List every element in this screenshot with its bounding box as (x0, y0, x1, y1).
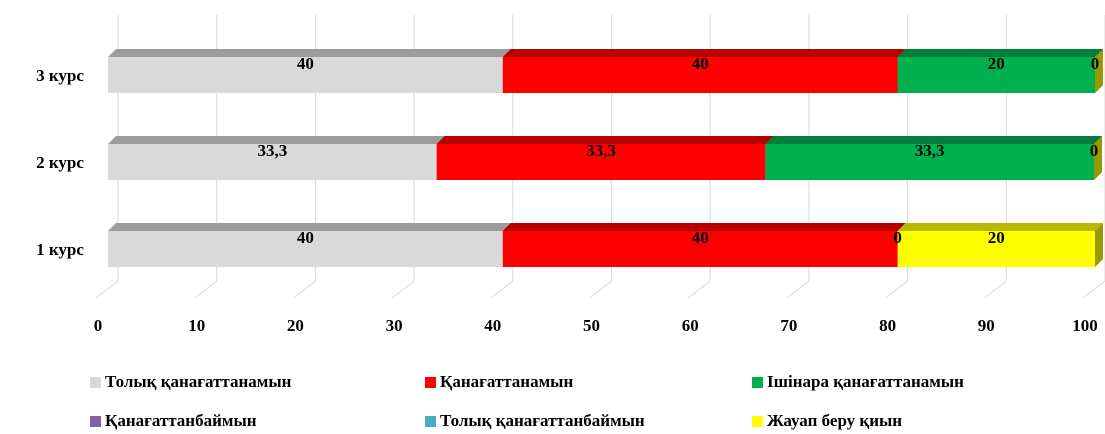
legend-swatch (752, 416, 763, 427)
floor-line (687, 280, 711, 299)
bar (897, 57, 1095, 93)
bar-top (502, 223, 906, 231)
bar-top (502, 49, 906, 57)
bar (108, 231, 503, 267)
floor-line (1082, 280, 1105, 299)
bar (108, 144, 437, 180)
category-label: 1 курс (36, 240, 84, 259)
x-tick-label: 20 (287, 316, 304, 335)
bar-top (765, 136, 1103, 144)
legend-swatch (425, 377, 436, 388)
bar-side (1095, 223, 1103, 267)
x-tick-label: 30 (386, 316, 403, 335)
bar-top (897, 223, 1103, 231)
x-tick-label: 60 (682, 316, 699, 335)
legend-label: Жауап беру қиын (767, 411, 902, 430)
legend-label: Толық қанағаттанамын (105, 372, 292, 391)
legend-label: Ішінара қанағаттанамын (767, 372, 964, 391)
floor-line (391, 280, 415, 299)
floor-line (95, 280, 119, 299)
legend-label: Толық қанағаттанбаймын (440, 411, 645, 430)
bar-side (1095, 49, 1103, 93)
x-tick-label: 10 (188, 316, 205, 335)
bar-top (108, 49, 511, 57)
legend-label: Қанағаттанбаймын (105, 411, 257, 430)
legend-swatch (90, 416, 101, 427)
x-tick-label: 40 (484, 316, 501, 335)
x-tick-label: 50 (583, 316, 600, 335)
floor-line (293, 280, 316, 299)
floor-line (194, 280, 218, 299)
bar-side (1094, 136, 1103, 180)
bar (436, 144, 766, 180)
legend-swatch (752, 377, 763, 388)
bar-top (108, 223, 511, 231)
data-label: 40 (297, 228, 314, 247)
x-tick-label: 70 (780, 316, 797, 335)
floor-line (786, 280, 810, 299)
bar-top (436, 136, 774, 144)
data-label: 40 (692, 54, 709, 73)
floor-line (589, 280, 612, 299)
bar-top (897, 49, 1103, 57)
data-label: 33,3 (915, 141, 945, 160)
data-label: 40 (692, 228, 709, 247)
data-label: 0 (1091, 54, 1100, 73)
bar (502, 57, 898, 93)
category-label: 3 курс (36, 66, 84, 85)
floor-line (885, 280, 908, 299)
category-label: 2 курс (36, 153, 84, 172)
legend-swatch (425, 416, 436, 427)
floor-line (490, 280, 514, 299)
legend-label: Қанағаттанамын (440, 372, 573, 391)
data-label: 20 (988, 54, 1005, 73)
data-label: 33,3 (586, 141, 616, 160)
bar (897, 231, 1095, 267)
x-tick-label: 100 (1072, 316, 1098, 335)
bar (765, 144, 1095, 180)
x-tick-label: 0 (94, 316, 103, 335)
data-label: 20 (988, 228, 1005, 247)
data-label: 0 (893, 228, 902, 247)
data-label: 40 (297, 54, 314, 73)
x-tick-label: 80 (879, 316, 896, 335)
floor-line (983, 280, 1007, 299)
data-label: 33,3 (257, 141, 287, 160)
x-tick-label: 90 (978, 316, 995, 335)
legend-swatch (90, 377, 101, 388)
bar (108, 57, 503, 93)
bar-top (108, 136, 445, 144)
data-label: 0 (1090, 141, 1099, 160)
bar (502, 231, 898, 267)
